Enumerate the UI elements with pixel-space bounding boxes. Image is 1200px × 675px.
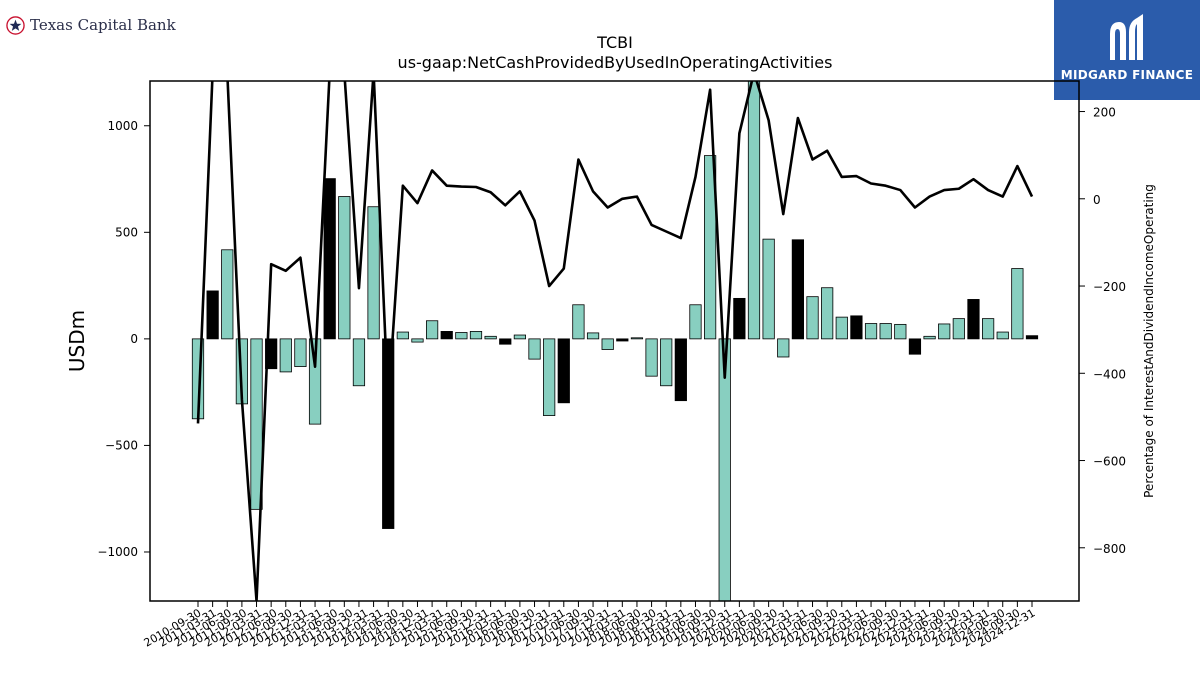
bar-2013-06-30 [352, 338, 366, 387]
bar-2013-03-31 [338, 196, 351, 340]
bar-2020-06-30 [762, 238, 775, 340]
bar-2021-12-31 [850, 315, 863, 340]
y2-axis-label: Percentage of InterestAndDividendIncomeO… [1142, 184, 1156, 498]
y2-tick-label: 200 [1093, 106, 1116, 120]
bar-2015-06-30 [469, 331, 483, 340]
bar-2018-12-31 [674, 338, 687, 402]
bar-2019-09-30 [718, 338, 731, 601]
bar-2023-12-31 [967, 299, 980, 340]
chart-title: TCBI [596, 33, 633, 52]
bar-2014-03-31 [396, 331, 409, 340]
bar-2019-06-30 [704, 155, 717, 340]
y-tick-label: 500 [115, 225, 138, 239]
bar-2024-06-30 [996, 331, 1009, 340]
bar-2015-03-31 [455, 332, 468, 340]
bar-2013-09-30 [367, 206, 380, 340]
percentage-line [196, 81, 1034, 601]
bar-2012-09-30 [308, 338, 322, 425]
bar-2015-12-31 [499, 338, 512, 345]
bar-2021-06-30 [821, 287, 834, 340]
star-circle-icon [6, 15, 25, 35]
bar-2018-06-30 [645, 338, 658, 377]
bar-2016-03-31 [513, 334, 527, 340]
bar-2014-09-30 [425, 320, 439, 340]
y-tick-label: −500 [105, 438, 138, 452]
bar-2020-03-31 [747, 81, 761, 340]
bar-2016-12-31 [557, 338, 570, 404]
bar-2019-03-31 [689, 304, 702, 340]
y2-tick-label: 0 [1093, 193, 1101, 207]
bar-2019-12-31 [733, 297, 746, 340]
bar-2016-06-30 [528, 338, 541, 360]
bar-2023-06-30 [938, 323, 951, 340]
bar-2018-09-30 [660, 338, 673, 387]
bar-2016-09-30 [543, 338, 556, 416]
bar-2024-12-31 [1025, 335, 1039, 340]
y2-tick-label: −600 [1093, 455, 1126, 469]
bar-2011-12-31 [265, 338, 278, 370]
bar-2012-03-31 [279, 338, 292, 373]
chart-subtitle: us-gaap:NetCashProvidedByUsedInOperating… [398, 53, 833, 72]
bar-2021-03-31 [806, 296, 819, 340]
bar-2010-12-31 [206, 290, 219, 340]
bar-2022-06-30 [879, 323, 892, 340]
bar-2020-09-30 [777, 338, 790, 358]
midgard-mark-icon [1110, 14, 1143, 60]
bar-2022-09-30 [894, 323, 907, 340]
texas-capital-bank-logo: Texas Capital Bank [6, 12, 176, 38]
y2-tick-label: −800 [1093, 542, 1126, 556]
bar-2017-12-31 [616, 338, 629, 342]
y-tick-label: 1000 [107, 119, 138, 133]
y-axis-label: USDm [65, 310, 89, 372]
bar-2021-09-30 [835, 316, 848, 340]
y-tick-label: −1000 [97, 545, 138, 559]
bar-2023-09-30 [952, 318, 965, 340]
bar-2011-03-31 [221, 249, 234, 340]
brand-right-logo-text: MIDGARD FINANCE [1060, 68, 1194, 82]
bar-2022-03-31 [864, 323, 878, 340]
brand-left-logo-text: Texas Capital Bank [30, 16, 176, 34]
bar-2014-12-31 [440, 331, 453, 340]
bar-2013-12-31 [382, 338, 395, 529]
bar-2012-06-30 [294, 338, 307, 367]
bar-2018-03-31 [630, 337, 644, 340]
bar-2023-03-31 [923, 335, 936, 340]
bar-2011-09-30 [250, 338, 263, 510]
bar-2024-09-30 [1011, 268, 1024, 340]
plot-frame [149, 80, 1080, 602]
bar-2012-12-31 [323, 178, 336, 340]
bar-2017-06-30 [586, 332, 600, 340]
bar-2017-09-30 [601, 338, 614, 350]
bar-2014-06-30 [411, 338, 424, 343]
bar-2017-03-31 [572, 304, 585, 340]
y-tick-label: 0 [130, 332, 138, 346]
bar-2024-03-31 [982, 318, 995, 340]
y2-tick-label: −400 [1093, 367, 1126, 381]
bar-2020-12-31 [791, 239, 805, 340]
bar-2015-09-30 [484, 335, 497, 340]
y2-tick-label: −200 [1093, 280, 1126, 294]
bar-2022-12-31 [908, 338, 922, 355]
